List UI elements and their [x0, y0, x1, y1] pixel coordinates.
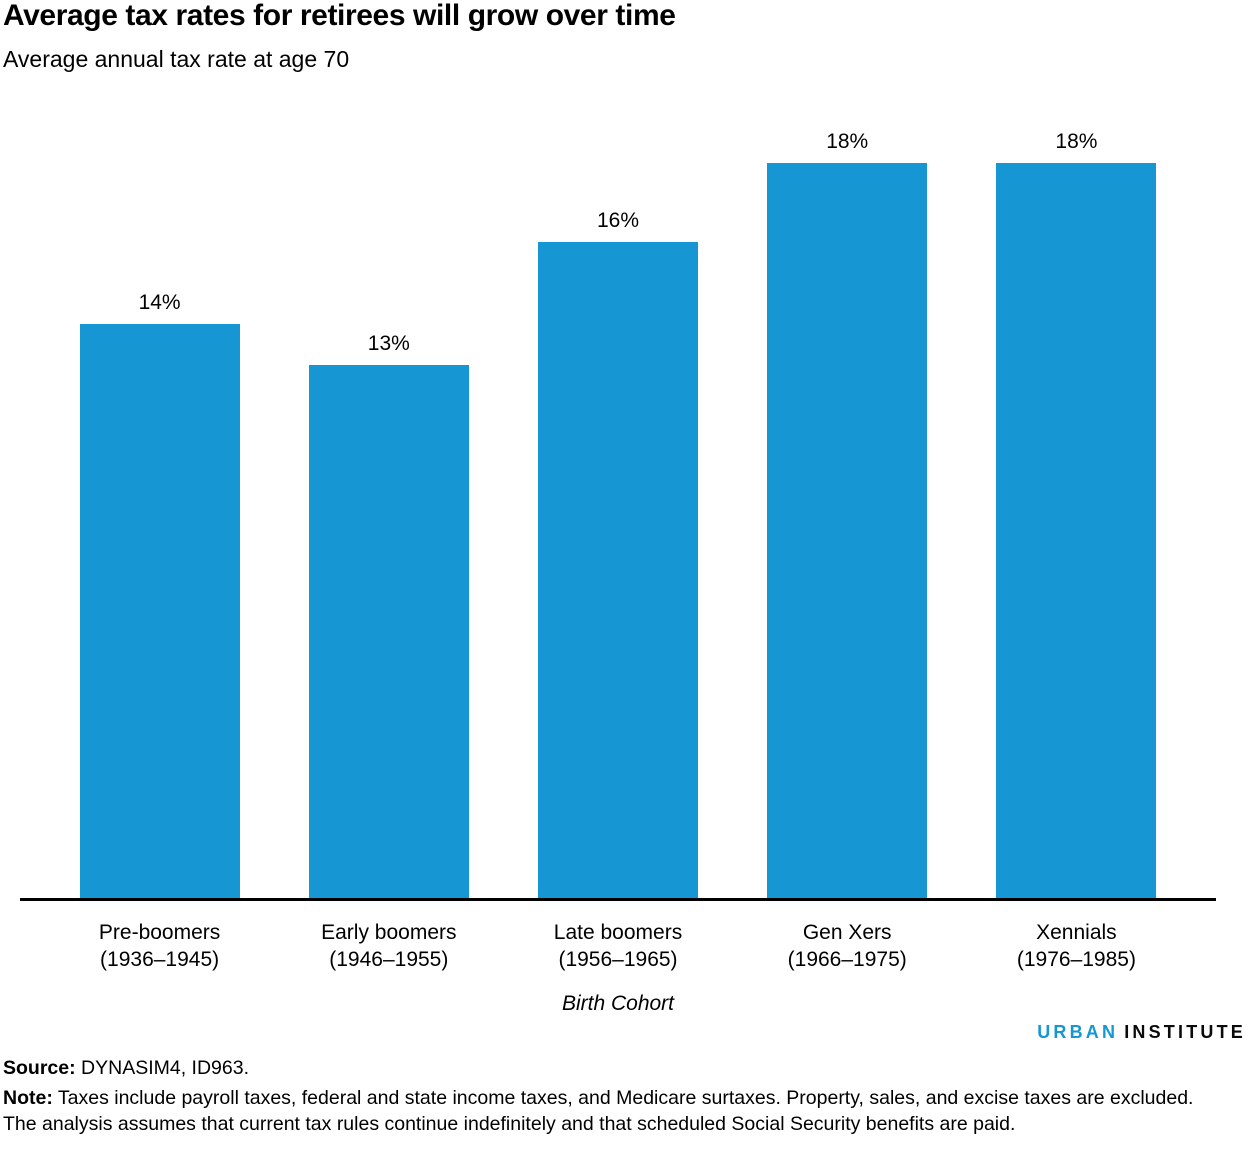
bars-row: 14% 13% 16% 18% 18% [20, 130, 1216, 898]
bar-value-label-xennials: 18% [1055, 130, 1098, 153]
logo-institute-text: INSTITUTE [1124, 1022, 1246, 1042]
note-text: Taxes include payroll taxes, federal and… [3, 1087, 1194, 1135]
plot-area: 14% 13% 16% 18% 18% [20, 130, 1216, 901]
x-label-name: Xennials [1036, 921, 1117, 944]
bar-slot-pre-boomers: 14% [45, 130, 274, 898]
bar-value-label-early-boomers: 13% [367, 332, 410, 355]
x-label-name: Gen Xers [802, 921, 892, 944]
x-label-years: (1976–1985) [1016, 948, 1136, 971]
x-label-late-boomers: Late boomers (1956–1965) [503, 919, 732, 973]
note-block: Note: Taxes include payroll taxes, feder… [3, 1085, 1213, 1137]
x-label-years: (1966–1975) [787, 948, 907, 971]
bar-gen-xers [767, 163, 928, 898]
x-axis-category-labels: Pre-boomers (1936–1945) Early boomers (1946… [20, 919, 1216, 973]
x-label-early-boomers: Early boomers (1946–1955) [274, 919, 503, 973]
logo-urban-text: URBAN [1037, 1022, 1119, 1042]
bar-pre-boomers [79, 324, 240, 898]
chart-title: Average tax rates for retirees will grow… [3, 0, 676, 32]
x-label-gen-xers: Gen Xers (1966–1975) [733, 919, 962, 973]
urban-institute-logo: URBAN INSTITUTE [1037, 1022, 1246, 1043]
bar-value-label-gen-xers: 18% [826, 130, 869, 153]
x-label-name: Early boomers [321, 921, 457, 944]
bar-value-label-late-boomers: 16% [596, 209, 640, 232]
x-label-years: (1956–1965) [558, 948, 678, 971]
source-text: DYNASIM4, ID963. [75, 1057, 250, 1079]
x-label-name: Late boomers [553, 921, 683, 944]
bar-slot-late-boomers: 16% [503, 130, 732, 898]
bar-slot-xennials: 18% [962, 130, 1191, 898]
bar-slot-gen-xers: 18% [733, 130, 962, 898]
source-line: Source: DYNASIM4, ID963. [3, 1055, 249, 1081]
x-label-name: Pre-boomers [98, 921, 221, 944]
x-label-xennials: Xennials (1976–1985) [962, 919, 1191, 973]
chart-subtitle: Average annual tax rate at age 70 [3, 46, 350, 72]
note-label: Note: [3, 1087, 53, 1109]
x-axis-title: Birth Cohort [561, 992, 675, 1015]
source-label: Source: [3, 1057, 76, 1079]
bar-late-boomers [538, 242, 698, 898]
bar-value-label-pre-boomers: 14% [138, 291, 181, 314]
x-label-pre-boomers: Pre-boomers (1936–1945) [45, 919, 274, 973]
x-label-years: (1936–1945) [100, 948, 220, 971]
bar-xennials [996, 163, 1157, 898]
x-label-years: (1946–1955) [329, 948, 449, 971]
bar-early-boomers [308, 365, 469, 898]
bar-slot-early-boomers: 13% [274, 130, 503, 898]
